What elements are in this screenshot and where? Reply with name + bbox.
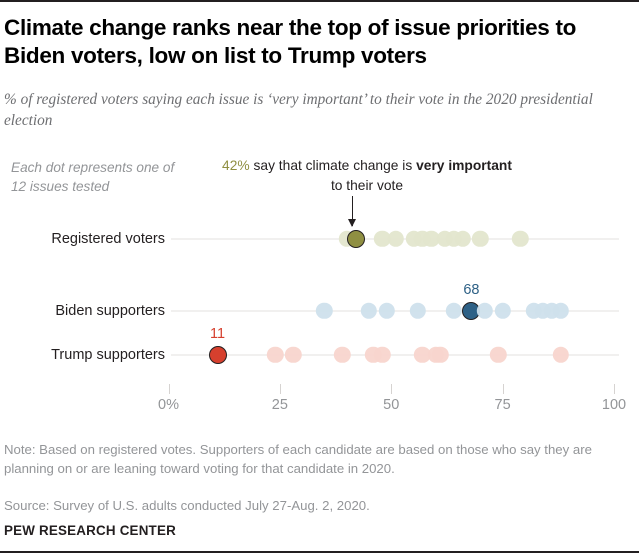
- axis-tick-label: 50: [383, 397, 400, 413]
- value-label-trump-supporters: 11: [209, 326, 226, 342]
- row-axis-line: [171, 238, 619, 240]
- axis-tick-label: 25: [271, 397, 288, 413]
- row-axis-line: [171, 310, 619, 312]
- row-axis-line: [171, 354, 619, 356]
- callout-annotation: 42% say that climate change is very impo…: [222, 156, 512, 196]
- axis-tick: [279, 384, 281, 394]
- dot: [409, 302, 427, 320]
- row-label-trump-supporters: Trump supporters: [51, 347, 165, 363]
- axis-tick: [502, 384, 504, 394]
- bottom-rule: [0, 551, 639, 553]
- dot: [387, 230, 404, 248]
- top-rule: [0, 0, 639, 2]
- dot: [552, 302, 569, 320]
- axis-tick-label: 0%: [158, 397, 179, 413]
- dot: [552, 346, 569, 364]
- footnote-note: Note: Based on registered votes. Support…: [4, 442, 592, 476]
- value-label-biden-supporters: 68: [463, 282, 480, 298]
- axis-tick: [391, 384, 393, 394]
- dot: [476, 302, 493, 320]
- dot: [432, 346, 449, 364]
- callout-percent: 42%: [222, 158, 250, 173]
- dot: [454, 230, 471, 248]
- dot: [445, 230, 462, 248]
- dot: [267, 346, 284, 364]
- dot: [427, 346, 444, 364]
- dot: [378, 302, 395, 320]
- dot: [338, 230, 355, 248]
- callout-text-after: to their vote: [330, 178, 404, 193]
- dot: [365, 346, 382, 364]
- dot: [405, 230, 422, 248]
- dot: [374, 230, 391, 248]
- dot: [374, 346, 391, 364]
- axis-tick: [614, 384, 615, 394]
- dot: [285, 346, 302, 364]
- dot: [316, 302, 333, 320]
- page-subtitle: % of registered voters saying each issue…: [4, 91, 593, 129]
- dot: [414, 346, 431, 364]
- callout-leader-line: [352, 196, 353, 226]
- dot-highlighted: [462, 302, 481, 320]
- dot: [525, 302, 542, 320]
- dot: [534, 302, 551, 320]
- page-title: Climate change ranks near the top of iss…: [4, 15, 577, 68]
- dot: [334, 346, 351, 364]
- axis-tick-label: 100: [601, 397, 627, 413]
- dot: [360, 302, 378, 320]
- brand-label: PEW RESEARCH CENTER: [4, 523, 176, 538]
- dot: [494, 302, 511, 320]
- row-label-biden-supporters: Biden supporters: [55, 303, 165, 319]
- dot: [472, 230, 489, 248]
- dot: [512, 230, 529, 248]
- dot: [445, 302, 462, 320]
- dot: [489, 346, 507, 364]
- axis-tick: [168, 384, 170, 394]
- dot: [423, 230, 440, 248]
- dot: [414, 230, 431, 248]
- callout-arrow-icon: [348, 219, 356, 227]
- dot-highlighted: [208, 346, 227, 364]
- dot: [436, 230, 453, 248]
- callout-text-before: say that climate change is: [249, 158, 417, 173]
- dot: [543, 302, 560, 320]
- row-label-registered-voters: Registered voters: [51, 231, 165, 247]
- axis-tick-label: 75: [494, 397, 511, 413]
- footnote-source: Source: Survey of U.S. adults conducted …: [4, 498, 370, 513]
- callout-emphasis: very important: [416, 158, 512, 173]
- dot-legend-note: Each dot represents one of 12 issues tes…: [11, 160, 175, 194]
- dot-highlighted: [346, 230, 365, 248]
